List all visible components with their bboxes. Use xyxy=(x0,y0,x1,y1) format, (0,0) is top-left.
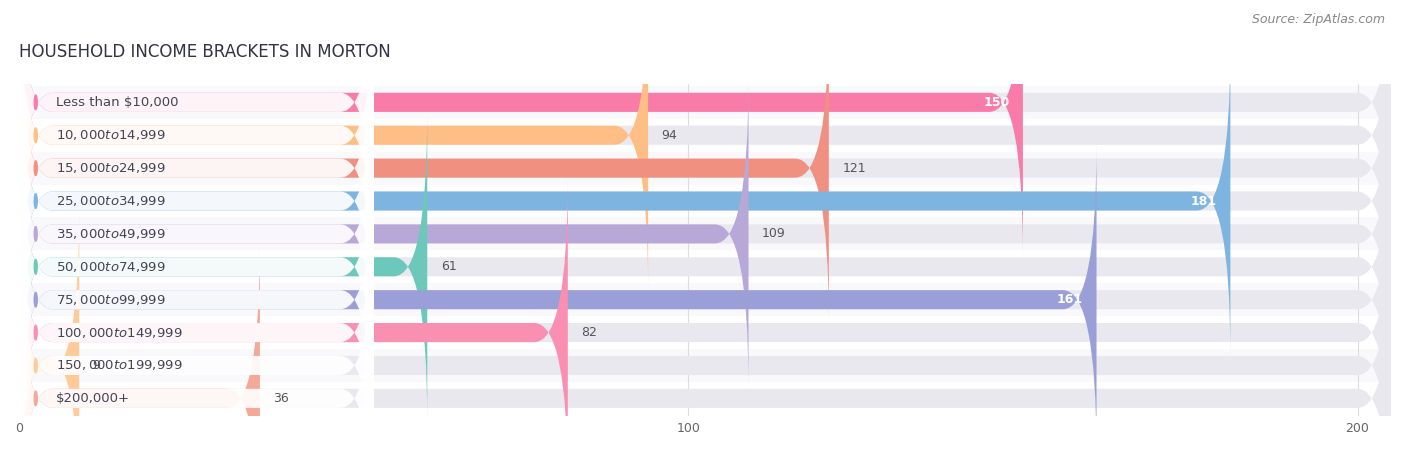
FancyBboxPatch shape xyxy=(20,46,374,356)
FancyBboxPatch shape xyxy=(20,145,374,450)
FancyBboxPatch shape xyxy=(20,349,1391,382)
Text: $15,000 to $24,999: $15,000 to $24,999 xyxy=(56,161,166,175)
Text: $50,000 to $74,999: $50,000 to $74,999 xyxy=(56,260,166,274)
FancyBboxPatch shape xyxy=(20,0,374,257)
Circle shape xyxy=(34,128,37,143)
FancyBboxPatch shape xyxy=(20,79,1391,389)
FancyBboxPatch shape xyxy=(20,112,1391,422)
Text: 181: 181 xyxy=(1191,194,1218,207)
FancyBboxPatch shape xyxy=(20,211,374,450)
FancyBboxPatch shape xyxy=(20,243,260,450)
FancyBboxPatch shape xyxy=(20,13,1391,323)
Circle shape xyxy=(34,325,37,340)
FancyBboxPatch shape xyxy=(20,283,1391,316)
Text: Source: ZipAtlas.com: Source: ZipAtlas.com xyxy=(1251,14,1385,27)
Text: 9: 9 xyxy=(93,359,100,372)
FancyBboxPatch shape xyxy=(20,79,748,389)
FancyBboxPatch shape xyxy=(20,0,648,290)
Circle shape xyxy=(34,391,37,405)
Text: 121: 121 xyxy=(842,162,866,175)
FancyBboxPatch shape xyxy=(20,112,374,422)
FancyBboxPatch shape xyxy=(20,86,1391,119)
Text: $25,000 to $34,999: $25,000 to $34,999 xyxy=(56,194,166,208)
Text: HOUSEHOLD INCOME BRACKETS IN MORTON: HOUSEHOLD INCOME BRACKETS IN MORTON xyxy=(20,43,391,61)
FancyBboxPatch shape xyxy=(20,217,1391,250)
FancyBboxPatch shape xyxy=(20,243,1391,450)
FancyBboxPatch shape xyxy=(20,112,427,422)
Text: $35,000 to $49,999: $35,000 to $49,999 xyxy=(56,227,166,241)
FancyBboxPatch shape xyxy=(20,145,1097,450)
FancyBboxPatch shape xyxy=(20,152,1391,184)
Text: 36: 36 xyxy=(273,392,290,405)
Circle shape xyxy=(34,161,37,176)
FancyBboxPatch shape xyxy=(20,0,1391,257)
Circle shape xyxy=(34,292,37,307)
FancyBboxPatch shape xyxy=(20,46,1391,356)
Text: $75,000 to $99,999: $75,000 to $99,999 xyxy=(56,292,166,307)
FancyBboxPatch shape xyxy=(20,13,828,323)
Circle shape xyxy=(34,227,37,241)
FancyBboxPatch shape xyxy=(20,211,1391,450)
FancyBboxPatch shape xyxy=(20,145,1391,450)
FancyBboxPatch shape xyxy=(20,243,374,450)
Text: $200,000+: $200,000+ xyxy=(56,392,129,405)
Circle shape xyxy=(34,358,37,373)
FancyBboxPatch shape xyxy=(20,46,1230,356)
FancyBboxPatch shape xyxy=(20,0,1024,257)
Text: 82: 82 xyxy=(581,326,598,339)
FancyBboxPatch shape xyxy=(20,0,1391,290)
Text: $100,000 to $149,999: $100,000 to $149,999 xyxy=(56,325,183,340)
Text: 109: 109 xyxy=(762,227,786,240)
Circle shape xyxy=(34,95,37,110)
FancyBboxPatch shape xyxy=(20,178,374,450)
Circle shape xyxy=(34,194,37,208)
FancyBboxPatch shape xyxy=(20,211,79,450)
Text: 94: 94 xyxy=(661,129,678,142)
FancyBboxPatch shape xyxy=(20,0,374,290)
Text: 161: 161 xyxy=(1057,293,1083,306)
Circle shape xyxy=(34,260,37,274)
FancyBboxPatch shape xyxy=(20,178,1391,450)
FancyBboxPatch shape xyxy=(20,13,374,323)
FancyBboxPatch shape xyxy=(20,79,374,389)
Text: $150,000 to $199,999: $150,000 to $199,999 xyxy=(56,359,183,373)
Text: 150: 150 xyxy=(983,96,1010,109)
Text: 61: 61 xyxy=(440,260,457,273)
Text: $10,000 to $14,999: $10,000 to $14,999 xyxy=(56,128,166,142)
FancyBboxPatch shape xyxy=(20,178,568,450)
Text: Less than $10,000: Less than $10,000 xyxy=(56,96,179,109)
